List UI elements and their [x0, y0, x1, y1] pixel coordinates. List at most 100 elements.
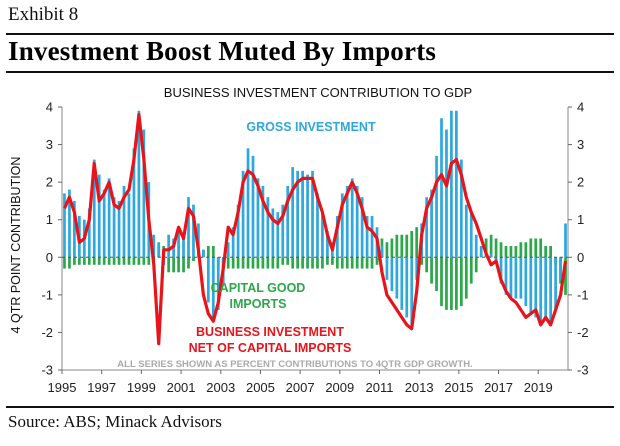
y-axis-label: 4 QTR POINT CONTRIBUTION: [9, 157, 23, 334]
capital-imports-bar: [355, 257, 359, 269]
top-rule: [6, 33, 614, 35]
y-tick-label-right: -2: [577, 325, 589, 340]
gross-investment-bar: [345, 185, 349, 258]
gross-investment-bar: [177, 230, 180, 258]
gross-investment-bar: [504, 257, 508, 295]
capital-imports-bar: [345, 257, 349, 269]
capital-imports-bar: [400, 234, 404, 258]
capital-imports-bar: [529, 238, 533, 258]
gross-investment-bar: [390, 257, 394, 292]
x-tick-label: 2009: [325, 380, 354, 395]
gross-investment-bar: [350, 178, 354, 258]
gross-investment-bar: [440, 118, 443, 258]
gross-investment-bar: [63, 193, 66, 258]
gross-investment-bar: [549, 257, 553, 325]
x-tick-label: 2003: [206, 380, 235, 395]
capital-imports-bar: [137, 257, 141, 265]
capital-imports-bar: [112, 257, 116, 265]
capital-imports-bar: [82, 257, 86, 265]
net-investment-line: [63, 112, 568, 346]
capital-imports-bar: [420, 257, 424, 265]
capital-imports-bar: [509, 246, 513, 258]
gross-investment-bar: [534, 257, 538, 318]
exhibit-label: Exhibit 8: [8, 4, 79, 25]
y-tick-label-left: -1: [41, 287, 53, 302]
gross-investment-bar: [291, 167, 295, 258]
gross-investment-bar: [152, 234, 156, 258]
capital-imports-bar: [271, 257, 275, 269]
capital-imports-bar: [410, 230, 414, 258]
gross-investment-bar: [73, 200, 76, 258]
gross-investment-bar: [127, 193, 131, 258]
y-tick-label-left: 3: [46, 137, 53, 152]
net-investment-annotation: NET OF CAPITAL IMPORTS: [189, 341, 352, 355]
capital-imports-bar: [241, 257, 245, 269]
capital-imports-bar: [107, 257, 111, 265]
gross-investment-bar: [102, 189, 106, 258]
gross-investment-bar: [410, 257, 414, 325]
gross-investment-bar: [182, 234, 185, 258]
capital-imports-bar: [63, 257, 66, 269]
gross-investment-bar: [400, 257, 404, 310]
gross-investment-bar: [494, 257, 498, 262]
gross-investment-bar: [539, 257, 543, 322]
capital-imports-bar: [256, 257, 260, 269]
capital-imports-bar: [68, 257, 71, 269]
capital-imports-bar: [450, 257, 453, 310]
gross-investment-bar: [435, 155, 438, 258]
bottom-rule: [6, 406, 614, 408]
gross-investment-bar: [445, 129, 448, 258]
capital-imports-bar: [430, 257, 433, 284]
x-tick-label: 2013: [405, 380, 434, 395]
capital-imports-bar: [87, 257, 91, 265]
capital-imports-bar: [350, 257, 354, 269]
capital-imports-bar: [142, 257, 146, 265]
gross-investment-bar: [316, 193, 319, 258]
gross-investment-bar: [509, 257, 513, 299]
gross-investment-bar: [276, 212, 280, 258]
capital-imports-bar: [370, 257, 374, 269]
x-tick-label: 2005: [246, 380, 275, 395]
gross-investment-bar: [340, 193, 344, 258]
gross-investment-bar: [360, 197, 364, 258]
gross-investment-bar: [137, 110, 141, 258]
gross-investment-bar: [469, 212, 473, 258]
gross-investment-bar: [157, 242, 161, 258]
gross-investment-bar: [122, 185, 126, 258]
capital-imports-bar: [494, 238, 498, 258]
gross-investment-bar: [286, 185, 290, 258]
gross-investment-bar: [311, 170, 314, 258]
gross-investment-bar: [370, 215, 374, 258]
capital-imports-bar: [504, 246, 508, 258]
gross-investment-bar: [474, 234, 478, 258]
capital-imports-bar: [177, 257, 180, 273]
gross-investment-bar: [529, 257, 533, 314]
capital-imports-bar: [459, 257, 463, 307]
capital-imports-bar: [335, 257, 339, 269]
capital-imports-bar: [266, 257, 270, 269]
capital-imports-bar: [182, 257, 185, 273]
capital-imports-bar: [306, 257, 309, 269]
capital-imports-bar: [73, 257, 76, 265]
capital-imports-bar: [519, 242, 523, 258]
gross-investment-bar: [306, 174, 309, 258]
gross-investment-bar: [326, 230, 329, 258]
y-tick-label-left: -2: [41, 325, 53, 340]
capital-imports-bar: [489, 234, 493, 258]
capital-imports-annotation: CAPITAL GOOD: [211, 281, 306, 295]
gross-investment-bar: [112, 197, 116, 258]
gross-investment-bar: [321, 212, 324, 258]
capital-imports-bar: [464, 257, 468, 299]
capital-imports-bar: [425, 257, 428, 273]
y-tick-label-right: 2: [577, 175, 584, 190]
x-tick-label: 1997: [87, 380, 116, 395]
capital-imports-bar: [97, 257, 101, 265]
gross-investment-bar: [117, 200, 121, 258]
capital-imports-bar: [281, 257, 285, 265]
gross-investment-bar: [92, 159, 96, 258]
gross-investment-bar: [167, 234, 171, 258]
gross-investment-bar: [395, 257, 399, 299]
gross-investment-bar: [405, 257, 409, 318]
capital-imports-bar: [276, 257, 280, 269]
capital-imports-bar: [236, 257, 240, 269]
